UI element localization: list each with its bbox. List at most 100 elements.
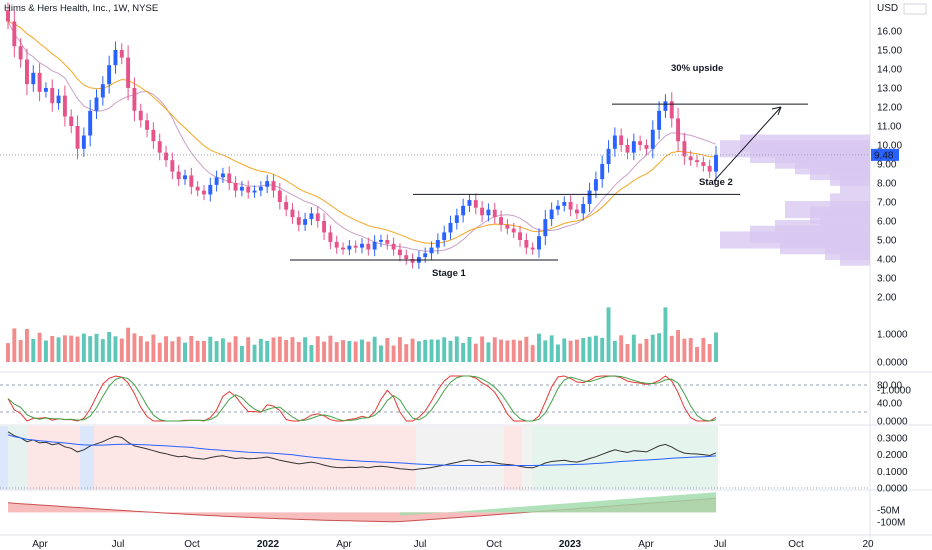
time-tick-label: Jul [714,539,727,550]
annotation-stage1: Stage 1 [432,268,467,279]
volume-bar [467,337,472,362]
volume-bar [499,339,504,362]
candle-body [562,202,567,206]
flow-tick-label: -50M [877,506,900,517]
price-tick-label: 12.00 [877,103,902,114]
candle-body [258,186,263,191]
candle-body [151,129,156,142]
volume-bar [537,333,541,362]
volume-bar [202,340,206,362]
candle-body [100,84,105,98]
candle-body [113,50,118,66]
flow-positive-area [399,492,716,516]
volume-bar [353,341,358,362]
candle-body [334,241,339,248]
volume-bar [619,335,624,362]
price-tick-label: 4.00 [877,255,897,266]
candle-body [543,219,548,237]
candle-body [473,200,478,208]
candle-body [170,160,175,172]
candle-body [290,209,295,218]
target-arrow [713,106,782,182]
chart-title: Hims & Hers Health, Inc., 1W, NYSE [4,3,158,14]
candle-body [176,171,181,180]
volume-bar [334,342,339,362]
rs-tick-label: 0.2000 [877,450,908,461]
volume-bar [631,334,636,362]
candle-body [347,245,352,250]
candle-body [695,160,699,163]
rs-tick-label: 0.3000 [877,434,908,445]
candle-body [612,135,617,149]
volume-bar [518,340,522,362]
volume-bar [50,336,55,362]
candle-body [650,129,655,149]
volume-bar [258,338,263,362]
volume-bar [265,340,270,362]
candle-body [43,88,48,92]
volume-bar [56,337,61,362]
candle-body [372,241,377,250]
ma-line-10 [7,21,717,252]
rs-line [7,431,717,471]
candle-body [107,65,112,85]
moving-averages [7,21,717,252]
candle-body [360,243,364,248]
volume-bar [625,344,630,362]
volume-bar [442,337,447,362]
volume-bar [233,336,238,362]
candle-body [404,255,409,259]
candle-body [164,152,168,161]
rs-bg-blue [80,426,94,490]
annotation-upside: 30% upside [671,63,723,74]
candle-body [518,232,522,240]
volume-bar [43,340,48,362]
volume-bar [25,329,29,362]
candle-body [157,141,162,153]
stoch-tick-label: 40.00 [877,399,902,410]
volume-bar [195,340,200,362]
volume-bar [208,336,213,362]
volume-bar [688,338,693,362]
volume-bar [113,336,118,362]
candle-body [227,173,232,183]
volume-bar [416,341,421,362]
relative-strength-panel [0,431,870,489]
candle-body [574,209,579,214]
volume-bar [62,335,67,362]
volume-bar [695,347,699,362]
volume-bar [31,338,36,362]
volume-bar [164,336,168,362]
candle-body [138,110,143,121]
time-tick-label: 2023 [559,539,582,550]
price-tick-label: 8.00 [877,179,897,190]
profile-bar [840,176,870,194]
candle-body [385,240,390,244]
volume-bar [682,338,687,362]
volume-bar [138,336,143,362]
candle-body [435,240,440,248]
volume-bar [574,339,579,362]
stoch-k-line [7,375,717,422]
candle-body [581,203,586,214]
price-tag-box [871,148,899,161]
currency-toggle[interactable] [903,3,927,15]
rs-bg-grey [416,426,504,490]
candle-body [492,209,497,218]
candle-body [81,135,86,149]
candle-body [50,88,55,104]
candle-body [18,46,23,60]
target-arrow-head [771,106,782,116]
volume-tick-label: -1.0000 [877,386,911,397]
candle-body [6,10,10,22]
candle-body [284,202,289,210]
candle-body [461,205,466,216]
time-tick-label: Jul [414,539,427,550]
price-tick-label: 10.00 [877,141,902,152]
candle-body [707,165,712,172]
volume-bar [37,332,42,362]
ema-line-18 [7,21,717,244]
volume-bar [568,340,573,362]
volume-bar [170,341,175,362]
